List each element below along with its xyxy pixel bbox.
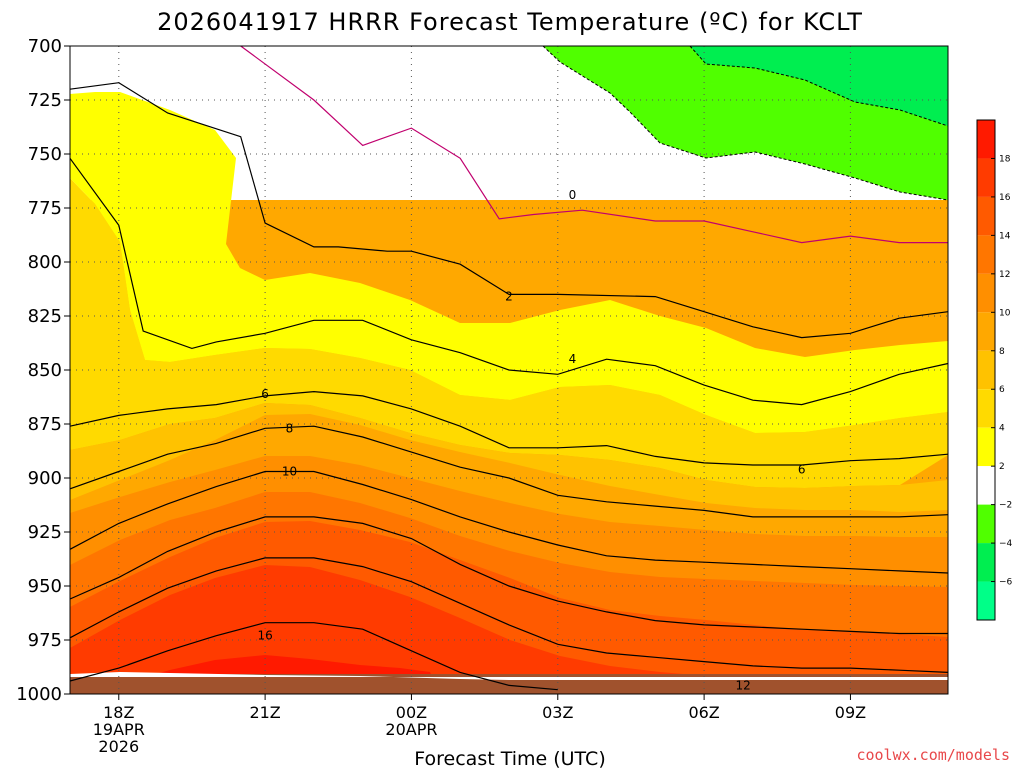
y-tick-label: 775 (28, 198, 62, 219)
y-tick-label: 800 (28, 252, 62, 273)
colorbar-bin (977, 350, 995, 390)
contour-labels: 0 2 4 6 6 8 10 12 16 (257, 188, 805, 692)
isotherm-10 (69, 470, 949, 574)
colorbar-bin (977, 427, 995, 467)
isotherm-layer (69, 45, 949, 691)
grid-layer (70, 45, 948, 695)
colorbar-bin (977, 581, 995, 620)
contour-label: 4 (569, 352, 577, 366)
y-axis-ticks: 700 725 750 775 800 825 850 875 900 925 950 975 1000 (16, 36, 70, 705)
y-tick-label: 825 (28, 306, 62, 327)
colorbar-label: 8 (999, 347, 1005, 357)
x-tick-label: 20APR (385, 720, 437, 739)
colorbar-label: 4 (999, 424, 1005, 434)
colorbar-bin (977, 158, 995, 197)
colorbar-bin (977, 235, 995, 274)
colorbar-label: 2 (999, 462, 1005, 472)
colorbar-bin (977, 504, 995, 544)
temperature-fill-layer (70, 46, 948, 694)
x-tick-label: 09Z (835, 703, 866, 722)
x-tick-label: 19APR (93, 720, 145, 739)
colorbar-label: −4 (999, 539, 1013, 549)
ground-edge (70, 672, 948, 680)
colorbar-bin (977, 543, 995, 582)
contour-label: 6 (261, 387, 269, 401)
y-tick-label: 875 (28, 414, 62, 435)
contour-label: 12 (735, 678, 750, 692)
contour-label: 6 (798, 462, 806, 476)
x-tick-label: 00Z (396, 703, 427, 722)
isotherm-6 (69, 390, 949, 466)
y-tick-label: 750 (28, 144, 62, 165)
isotherm-16 (69, 622, 558, 691)
y-tick-label: 900 (28, 468, 62, 489)
y-tick-label: 1000 (16, 684, 62, 705)
x-tick-label: 06Z (688, 703, 719, 722)
colorbar-label: −6 (999, 578, 1013, 588)
isotherm-14 (69, 557, 949, 673)
isotherm-minus-2 (542, 45, 949, 201)
colorbar-bin (977, 466, 995, 505)
y-tick-label: 700 (28, 36, 62, 57)
colorbar-frame (976, 119, 996, 621)
y-tick-label: 925 (28, 522, 62, 543)
colorbar-bin (977, 312, 995, 351)
isotherm-12 (69, 516, 948, 635)
colorbar: 18 16 14 12 10 8 6 4 2 −2 −4 −6 (976, 119, 1013, 621)
x-tick-label: 2026 (98, 737, 139, 756)
colorbar-bin (977, 120, 995, 159)
x-tick-label: 03Z (542, 703, 573, 722)
fill-4-6 (70, 178, 948, 488)
fill-cold-minus-4 (690, 46, 948, 126)
contour-label: 16 (257, 629, 272, 643)
x-axis-label: Forecast Time (UTC) (414, 748, 605, 768)
x-tick-label: 21Z (249, 703, 280, 722)
contour-label: 2 (505, 290, 513, 304)
y-tick-label: 975 (28, 630, 62, 651)
colorbar-bin (977, 273, 995, 313)
colorbar-bin (977, 389, 995, 428)
colorbar-label: 16 (999, 193, 1011, 203)
colorbar-label: 18 (999, 154, 1011, 164)
colorbar-label: 10 (999, 308, 1011, 318)
colorbar-label: 12 (999, 270, 1010, 280)
y-tick-label: 950 (28, 576, 62, 597)
colorbar-bin (977, 196, 995, 236)
isotherm-2 (69, 82, 949, 339)
colorbar-label: 6 (999, 385, 1005, 395)
contour-label: 0 (569, 188, 577, 202)
isotherm-0 (240, 45, 948, 244)
credit-annotation: coolwx.com/models (856, 746, 1010, 764)
colorbar-label: −2 (999, 501, 1012, 511)
colorbar-label: 14 (999, 231, 1011, 241)
fill-6-8 (70, 403, 948, 512)
y-tick-label: 725 (28, 90, 62, 111)
chart-title: 2026041917 HRRR Forecast Temperature (ºC… (157, 8, 863, 36)
y-tick-label: 850 (28, 360, 62, 381)
contour-label: 10 (282, 465, 297, 479)
fill-2-4 (70, 92, 948, 433)
isotherm-8 (69, 425, 949, 518)
x-tick-label: 18Z (103, 703, 134, 722)
isotherm-4 (69, 157, 949, 406)
contour-label: 8 (286, 421, 294, 435)
